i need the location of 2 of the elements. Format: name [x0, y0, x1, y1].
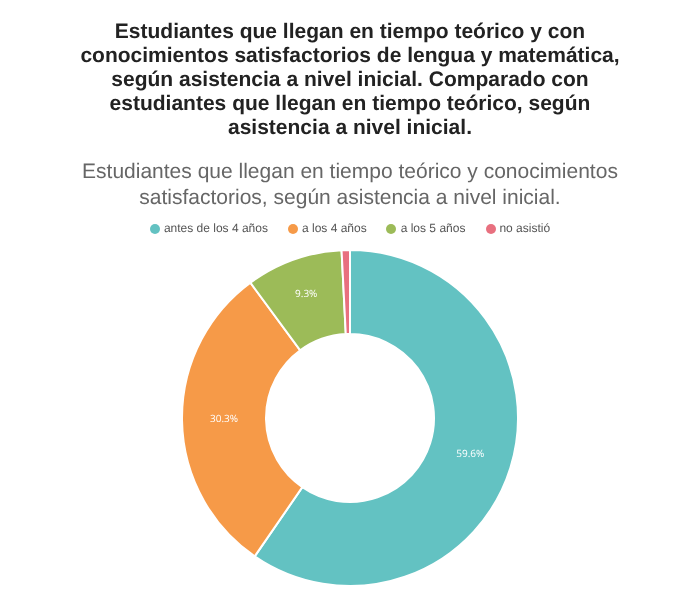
chart-subtitle: Estudiantes que llegan en tiempo teórico y conocimientos satisfactorios, según asistencia a nivel inicial.	[80, 158, 620, 210]
chart-title: Estudiantes que llegan en tiempo teórico y con conocimientos satisfactorios de lengua y matemática, según asistencia a nivel inicial. Comparado con estudiantes que llegan en tiempo teórico, según asistencia a nivel inicial.	[78, 18, 622, 140]
